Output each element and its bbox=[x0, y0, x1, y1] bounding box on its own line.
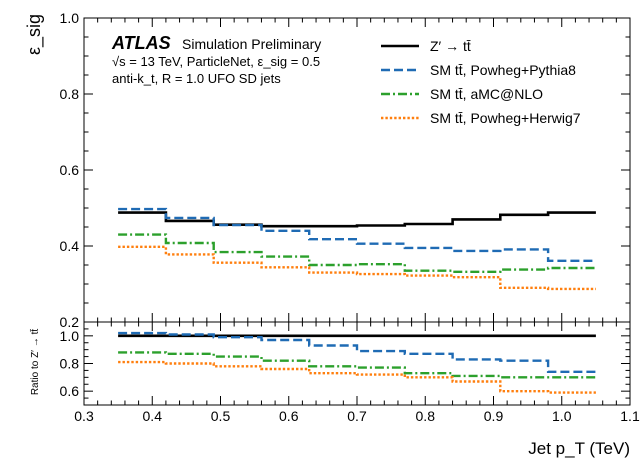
main-series-line-2 bbox=[118, 233, 596, 273]
x-axis-label: Jet p_T (TeV) bbox=[528, 439, 630, 458]
x-tick-label: 1.0 bbox=[552, 408, 572, 424]
legend-label-1: SM tt̄, Powheg+Pythia8 bbox=[430, 62, 576, 78]
main-y-tick-label: 0.2 bbox=[60, 314, 80, 330]
main-series-line-3 bbox=[118, 245, 596, 291]
main-series-line-1 bbox=[118, 207, 596, 262]
legend-label-0: Z′ → tt̄ bbox=[430, 38, 471, 54]
x-tick-label: 0.6 bbox=[279, 408, 299, 424]
x-tick-label: 0.7 bbox=[347, 408, 367, 424]
main-series-line-0 bbox=[118, 211, 596, 228]
legend: Z′ → tt̄ SM tt̄, Powheg+Pythia8 SM tt̄, aM… bbox=[381, 38, 581, 126]
ratio-series-line-1 bbox=[118, 331, 596, 373]
info-line-jets: anti-k_t, R = 1.0 UFO SD jets bbox=[112, 71, 281, 86]
main-y-tick-label: 0.6 bbox=[60, 162, 80, 178]
main-y-tick-label: 0.8 bbox=[60, 86, 80, 102]
ratio-y-tick-label: 0.8 bbox=[60, 356, 80, 372]
x-tick-label: 0.4 bbox=[143, 408, 163, 424]
x-tick-label: 0.8 bbox=[416, 408, 436, 424]
atlas-subtitle: Simulation Preliminary bbox=[182, 36, 321, 52]
main-panel: 0.2 0.4 0.6 0.8 1.0 bbox=[60, 10, 631, 330]
y-axis-label-main: ε_sig bbox=[24, 14, 45, 55]
main-y-tick-label: 1.0 bbox=[60, 10, 80, 26]
x-tick-label: 0.9 bbox=[484, 408, 504, 424]
main-y-tick-label: 0.4 bbox=[60, 238, 80, 254]
ratio-series-line-2 bbox=[118, 351, 596, 379]
ratio-series-line-3 bbox=[118, 360, 596, 394]
legend-label-3: SM tt̄, Powheg+Herwig7 bbox=[430, 110, 581, 126]
info-line-energy: √s = 13 TeV, ParticleNet, ε_sig = 0.5 bbox=[112, 54, 320, 69]
atlas-label: ATLAS bbox=[111, 33, 171, 53]
ratio-y-tick-label: 1.0 bbox=[60, 328, 80, 344]
ratio-panel: 0.3 0.4 0.5 0.6 0.7 0.8 0.9 1.0 1.1 0.6 0.8 1.0 bbox=[60, 321, 640, 424]
legend-label-2: SM tt̄, aMC@NLO bbox=[430, 86, 543, 102]
x-tick-label: 0.3 bbox=[74, 408, 94, 424]
x-tick-label: 0.5 bbox=[211, 408, 231, 424]
x-tick-label: 1.1 bbox=[620, 408, 640, 424]
y-axis-label-ratio: Ratio to Z′ → tt̄ bbox=[29, 328, 41, 395]
atlas-label-block: ATLAS Simulation Preliminary √s = 13 TeV… bbox=[111, 33, 321, 86]
ratio-y-tick-label: 0.6 bbox=[60, 383, 80, 399]
